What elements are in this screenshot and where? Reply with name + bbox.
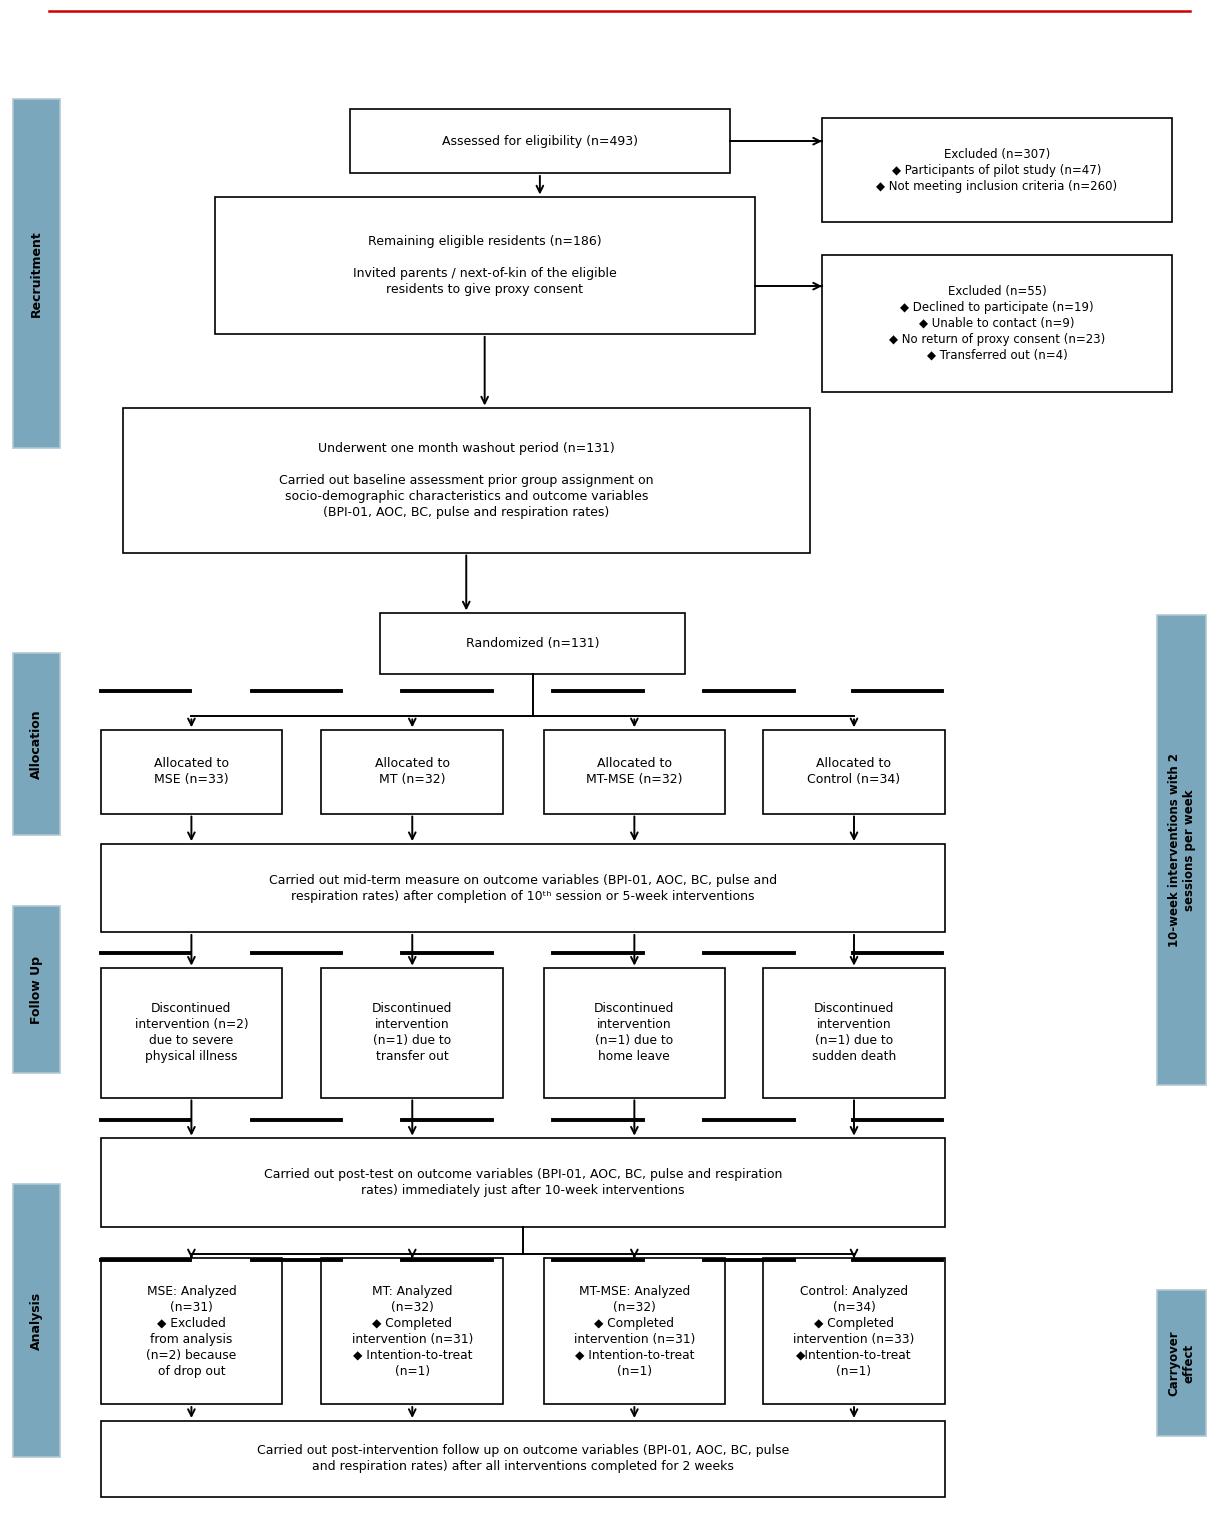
Text: Carryover
effect: Carryover effect [1168,1330,1195,1397]
Text: Allocated to
MSE (n=33): Allocated to MSE (n=33) [153,757,229,786]
Text: Carried out post-test on outcome variables (BPI-01, AOC, BC, pulse and respirati: Carried out post-test on outcome variabl… [264,1167,782,1198]
Bar [101,968,282,1098]
Text: Randomized (n=131): Randomized (n=131) [466,638,599,650]
Bar [822,118,1172,222]
Text: Discontinued
intervention
(n=1) due to
home leave: Discontinued intervention (n=1) due to h… [594,1002,675,1064]
Text: Carried out mid-term measure on outcome variables (BPI-01, AOC, BC, pulse and
re: Carried out mid-term measure on outcome … [269,873,777,903]
Bar [215,197,755,334]
Bar [101,1421,945,1497]
Text: Excluded (n=55)
◆ Declined to participate (n=19)
◆ Unable to contact (n=9)
◆ No : Excluded (n=55) ◆ Declined to participat… [888,285,1106,361]
Text: 10-week interventions with 2
sessions per week: 10-week interventions with 2 sessions pe… [1168,753,1195,947]
Bar [321,1258,503,1404]
Bar [321,968,503,1098]
Text: Excluded (n=307)
◆ Participants of pilot study (n=47)
◆ Not meeting inclusion cr: Excluded (n=307) ◆ Participants of pilot… [876,147,1118,193]
Text: Assessed for eligibility (n=493): Assessed for eligibility (n=493) [442,135,638,147]
FancyBboxPatch shape [13,99,60,448]
FancyBboxPatch shape [1157,1290,1206,1436]
Bar [350,109,730,173]
Text: Analysis: Analysis [31,1292,43,1350]
FancyBboxPatch shape [13,1184,60,1457]
Text: Follow Up: Follow Up [31,956,43,1023]
Bar [544,730,725,814]
Text: MSE: Analyzed
(n=31)
◆ Excluded
from analysis
(n=2) because
of drop out: MSE: Analyzed (n=31) ◆ Excluded from ana… [146,1284,237,1378]
Bar [763,968,945,1098]
Text: Allocated to
MT-MSE (n=32): Allocated to MT-MSE (n=32) [587,757,682,786]
Text: Discontinued
intervention
(n=1) due to
sudden death: Discontinued intervention (n=1) due to s… [812,1002,896,1064]
FancyBboxPatch shape [13,906,60,1073]
FancyBboxPatch shape [1157,615,1206,1085]
Bar [123,408,810,553]
Bar [101,844,945,932]
Bar [321,730,503,814]
Bar [822,255,1172,392]
Bar [101,1258,282,1404]
Bar [101,730,282,814]
Bar [544,968,725,1098]
Bar [101,1138,945,1227]
Text: Discontinued
intervention (n=2)
due to severe
physical illness: Discontinued intervention (n=2) due to s… [135,1002,248,1064]
Bar [763,1258,945,1404]
Text: MT-MSE: Analyzed
(n=32)
◆ Completed
intervention (n=31)
◆ Intention-to-treat
(n=: MT-MSE: Analyzed (n=32) ◆ Completed inte… [574,1284,694,1378]
Text: Carried out post-intervention follow up on outcome variables (BPI-01, AOC, BC, p: Carried out post-intervention follow up … [256,1444,789,1474]
Text: Allocated to
Control (n=34): Allocated to Control (n=34) [807,757,901,786]
Bar [544,1258,725,1404]
Text: Recruitment: Recruitment [31,229,43,317]
Text: Control: Analyzed
(n=34)
◆ Completed
intervention (n=33)
◆Intention-to-treat
(n=: Control: Analyzed (n=34) ◆ Completed int… [794,1284,914,1378]
FancyBboxPatch shape [13,653,60,835]
Text: Allocation: Allocation [31,709,43,779]
Text: MT: Analyzed
(n=32)
◆ Completed
intervention (n=31)
◆ Intention-to-treat
(n=1): MT: Analyzed (n=32) ◆ Completed interven… [352,1284,472,1378]
Text: Allocated to
MT (n=32): Allocated to MT (n=32) [374,757,450,786]
Bar [380,613,685,674]
Text: Discontinued
intervention
(n=1) due to
transfer out: Discontinued intervention (n=1) due to t… [372,1002,453,1064]
Text: Remaining eligible residents (n=186)

Invited parents / next-of-kin of the eligi: Remaining eligible residents (n=186) Inv… [353,235,616,296]
Text: Underwent one month washout period (n=131)

Carried out baseline assessment prio: Underwent one month washout period (n=13… [279,442,654,519]
Bar [763,730,945,814]
